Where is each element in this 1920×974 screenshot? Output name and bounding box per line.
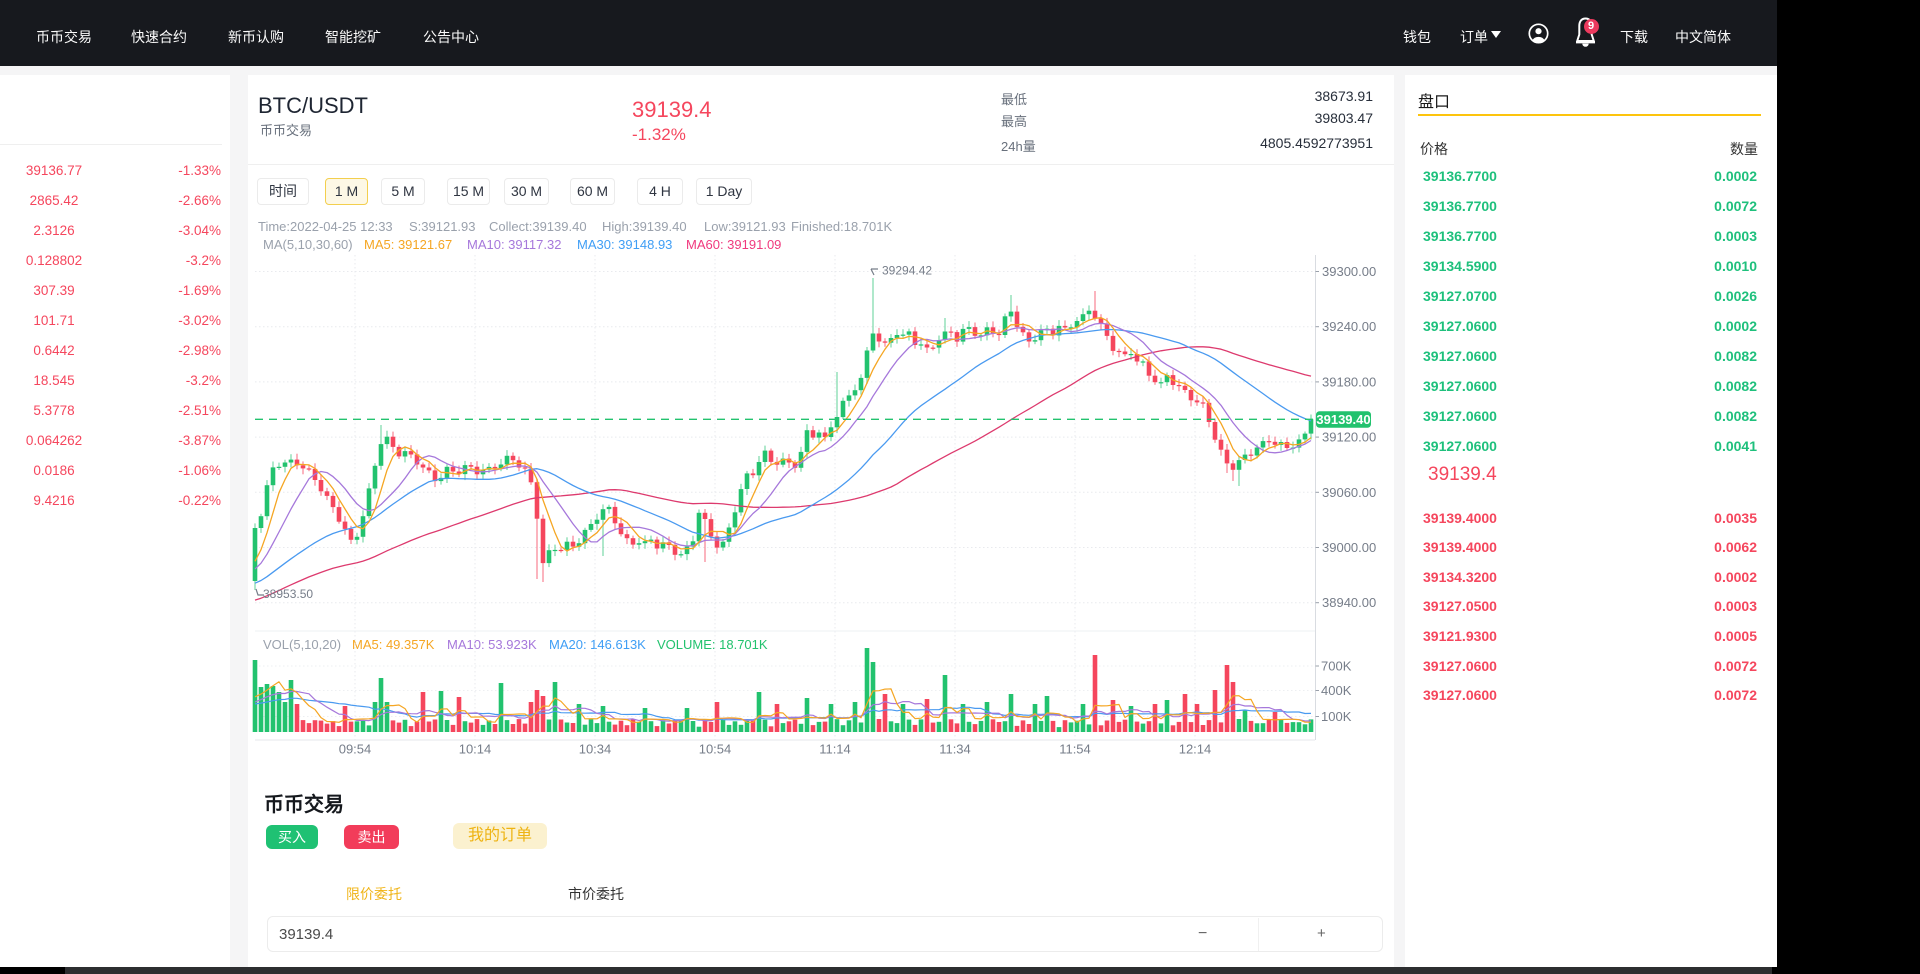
svg-text:10:54: 10:54	[699, 742, 732, 757]
svg-text:400K: 400K	[1321, 683, 1352, 698]
svg-text:39139.40: 39139.40	[1316, 412, 1370, 427]
svg-text:12:14: 12:14	[1179, 742, 1212, 757]
svg-text:09:54: 09:54	[339, 742, 372, 757]
svg-text:38940.00: 38940.00	[1322, 595, 1376, 610]
svg-text:100K: 100K	[1321, 709, 1352, 724]
svg-text:39294.42: 39294.42	[882, 264, 932, 278]
svg-text:11:14: 11:14	[819, 742, 851, 757]
svg-text:38953.50: 38953.50	[263, 587, 313, 601]
svg-text:39180.00: 39180.00	[1322, 374, 1376, 389]
svg-text:39240.00: 39240.00	[1322, 319, 1376, 334]
svg-text:39120.00: 39120.00	[1322, 430, 1376, 445]
svg-text:700K: 700K	[1321, 659, 1352, 674]
svg-text:39060.00: 39060.00	[1322, 485, 1376, 500]
svg-text:39000.00: 39000.00	[1322, 540, 1376, 555]
svg-text:11:54: 11:54	[1059, 742, 1091, 757]
svg-text:10:34: 10:34	[579, 742, 612, 757]
svg-text:39300.00: 39300.00	[1322, 264, 1376, 279]
svg-text:10:14: 10:14	[459, 742, 492, 757]
svg-text:11:34: 11:34	[939, 742, 971, 757]
